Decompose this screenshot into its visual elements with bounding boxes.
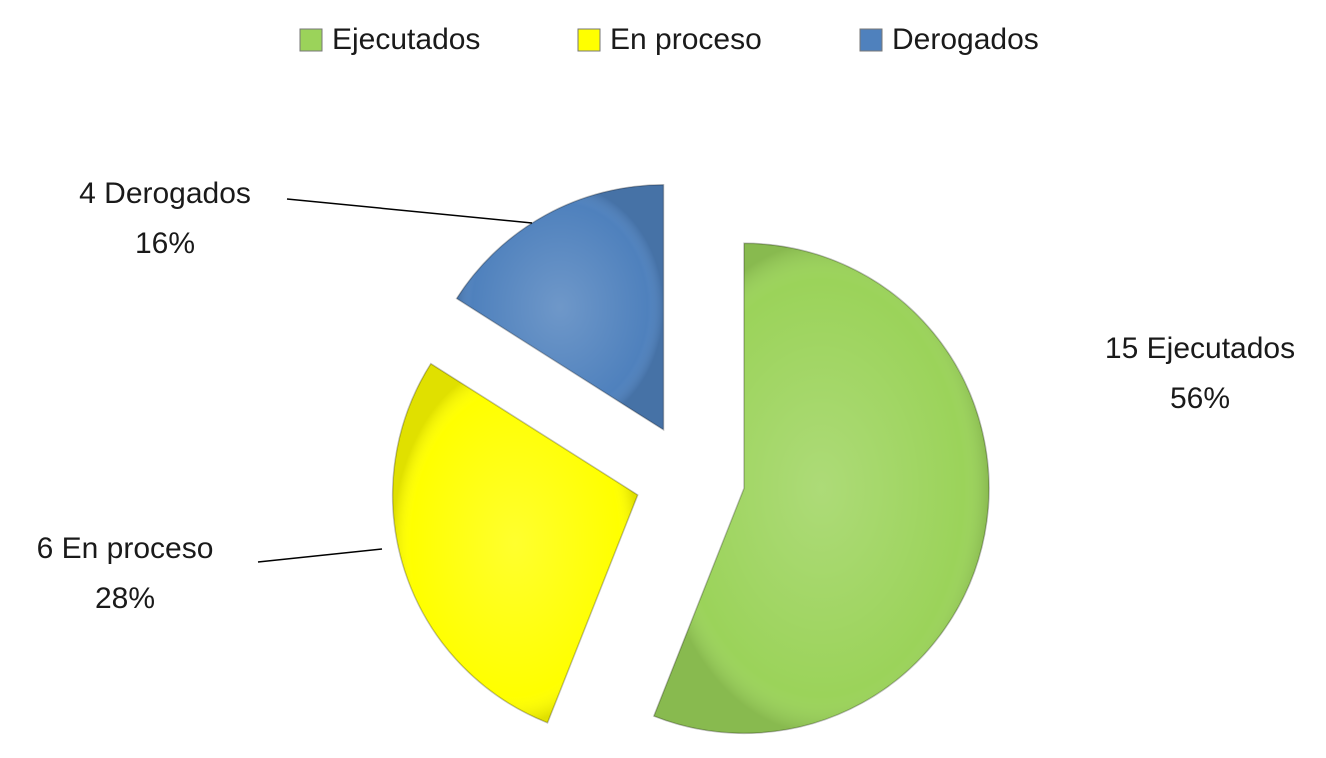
data-label: 15 Ejecutados <box>1105 332 1295 365</box>
data-label-count: 6 <box>37 532 54 565</box>
pie-slice <box>391 362 639 724</box>
legend: Ejecutados En proceso Derogados <box>299 23 1039 56</box>
data-label-percent: 28% <box>95 582 155 615</box>
leader-line <box>286 198 533 224</box>
legend-swatch <box>859 28 883 52</box>
data-label-percent: 16% <box>135 227 195 260</box>
legend-label: Ejecutados <box>332 23 480 56</box>
data-labels: 15 Ejecutados 56% 6 En proceso 28% 4 Derogados 1… <box>37 177 1296 615</box>
data-label: 6 En proceso <box>37 532 214 565</box>
data-label: 4 Derogados <box>79 177 251 210</box>
data-label-category: Derogados <box>104 177 251 210</box>
leader-line <box>257 548 383 563</box>
data-label-count: 4 <box>79 177 96 210</box>
legend-swatch <box>577 28 601 52</box>
pie <box>391 184 990 735</box>
legend-swatch <box>299 28 323 52</box>
data-label-category: Ejecutados <box>1147 332 1295 365</box>
legend-label: Derogados <box>892 23 1039 56</box>
data-label-percent: 56% <box>1170 382 1230 415</box>
pie-slice <box>652 242 990 735</box>
data-label-category: En proceso <box>62 532 214 565</box>
pie-slice <box>455 184 665 432</box>
legend-label: En proceso <box>610 23 762 56</box>
data-label-count: 15 <box>1105 332 1138 365</box>
